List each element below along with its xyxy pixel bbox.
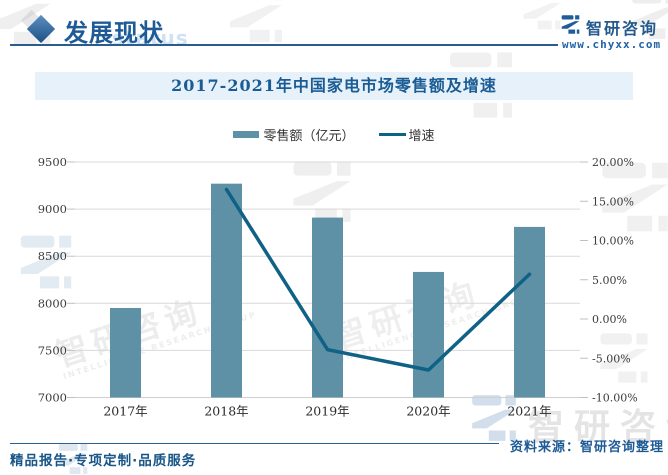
chart-area: 9500 9000 8500 8000 7500 7000 20.00% 15.00% 10.0… bbox=[0, 150, 668, 425]
bar-2019年 bbox=[312, 217, 343, 398]
footer-divider bbox=[10, 443, 499, 444]
chart-legend: 零售额（亿元） 增速 bbox=[0, 126, 668, 144]
section-title: 发展现状 bbox=[64, 19, 164, 47]
combo-chart: 9500 9000 8500 8000 7500 7000 20.00% 15.00% 10.0… bbox=[38, 155, 638, 419]
bar-2020年 bbox=[413, 271, 444, 398]
brand-name: 智研咨询 bbox=[586, 18, 659, 38]
y-axis-label-left: 9500 bbox=[38, 155, 67, 169]
brand-logo-icon bbox=[560, 14, 581, 39]
legend-bar-label: 零售额（亿元） bbox=[263, 128, 355, 144]
chart-title: 2017-2021年中国家电市场零售额及增速 bbox=[35, 72, 633, 100]
y-axis-label-right: 10.00% bbox=[592, 235, 634, 248]
legend-bar-swatch bbox=[233, 130, 260, 138]
header-divider bbox=[10, 44, 558, 46]
bar-2021年 bbox=[514, 226, 545, 398]
y-axis-label-left: 8500 bbox=[38, 249, 67, 263]
legend-line-label: 增速 bbox=[408, 128, 435, 144]
brand-logo-glyph bbox=[561, 15, 580, 34]
x-axis-label: 2017年 bbox=[103, 404, 147, 419]
y-axis-label-right: -10.00% bbox=[592, 392, 638, 405]
watermark-logo-glyph bbox=[229, 0, 283, 43]
y-axis-label-right: -5.00% bbox=[592, 352, 631, 365]
growth-line bbox=[224, 187, 532, 372]
x-axis-label: 2019年 bbox=[305, 404, 349, 419]
x-axis-label: 2018年 bbox=[204, 404, 248, 419]
y-axis-label-left: 9000 bbox=[38, 202, 67, 216]
y-axis-label-right: 15.00% bbox=[592, 195, 634, 208]
brand: 智研咨询 bbox=[560, 14, 658, 39]
y-axis-label-right: 0.00% bbox=[592, 313, 627, 326]
legend-line-swatch bbox=[378, 132, 406, 136]
watermark-logo-icon bbox=[225, 0, 287, 50]
section-subtitle-en: status bbox=[112, 26, 189, 50]
y-axis-label-left: 7500 bbox=[38, 343, 67, 357]
y-axis-label-left: 8000 bbox=[38, 296, 67, 310]
watermark-logo-glyph bbox=[523, 2, 561, 30]
bar-2018年 bbox=[211, 183, 242, 398]
y-axis-label-right: 5.00% bbox=[592, 274, 627, 287]
y-axis-label-left: 7000 bbox=[38, 391, 67, 405]
x-axis-label: 2020年 bbox=[406, 404, 450, 419]
y-axis-label-right: 20.00% bbox=[592, 156, 634, 169]
brand-url: www.chyxx.com bbox=[562, 38, 662, 51]
watermark-logo-icon bbox=[520, 0, 564, 36]
x-axis-label: 2021年 bbox=[507, 404, 551, 419]
bar-2017年 bbox=[110, 308, 141, 398]
footer-tagline: 精品报告·专项定制·品质服务 bbox=[10, 453, 197, 469]
source-note: 资料来源：智研咨询整理 bbox=[509, 440, 664, 455]
